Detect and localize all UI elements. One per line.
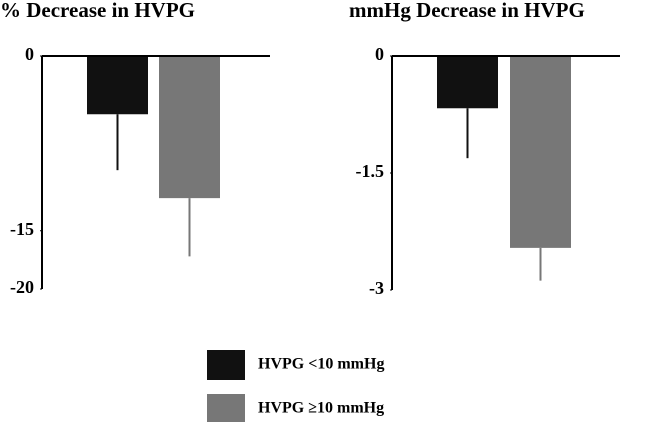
legend-swatch [207, 350, 245, 380]
chart-title: mmHg Decrease in HVPG [349, 0, 585, 22]
y-tick-label: 0 [375, 44, 384, 64]
legend-swatch [207, 394, 245, 422]
bar [437, 56, 498, 109]
y-tick-label: -3 [369, 278, 384, 298]
y-tick-label: -1.5 [356, 161, 385, 181]
bar [159, 56, 220, 199]
y-tick-label: 0 [25, 44, 34, 64]
legend-label: HVPG <10 mmHg [258, 356, 384, 373]
bar [87, 56, 148, 115]
legend-label: HVPG ≥10 mmHg [258, 400, 384, 417]
y-tick-label: -15 [10, 219, 34, 239]
bar [510, 56, 571, 248]
y-tick-label: -20 [10, 277, 34, 297]
chart-title: % Decrease in HVPG [0, 0, 195, 22]
